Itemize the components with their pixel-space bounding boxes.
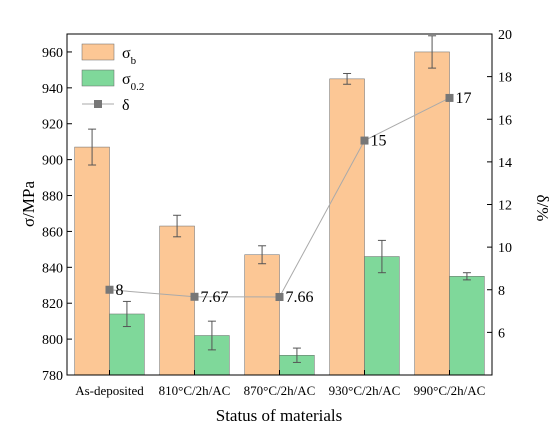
- y-tick-label-880: 880: [42, 190, 63, 205]
- bar-b-3: [329, 78, 365, 376]
- y-tick-label-960: 960: [42, 46, 63, 61]
- legend-label-b: σb: [122, 45, 137, 67]
- bar-b-2: [244, 254, 280, 376]
- bar-0.2-3: [364, 256, 400, 376]
- delta-point-3: [360, 136, 369, 145]
- bar-0.2-4: [449, 276, 485, 376]
- y2-tick-label-20: 20: [498, 28, 512, 43]
- legend-marker-delta: [94, 100, 102, 108]
- y-tick-label-820: 820: [42, 297, 63, 312]
- delta-point-2: [275, 292, 284, 301]
- delta-data-label-4: 17: [456, 90, 472, 107]
- bars-layer: [74, 35, 485, 376]
- bar-b-0: [74, 146, 110, 376]
- y-tick-label-940: 940: [42, 82, 63, 97]
- y-axis-right: 6 8 10 12 14 16 18 20: [487, 28, 512, 341]
- legend-label-0.2: σ0.2: [122, 71, 144, 93]
- y-tick-label-860: 860: [42, 225, 63, 240]
- delta-point-4: [445, 93, 454, 102]
- delta-point-1: [190, 292, 199, 301]
- delta-point-0: [105, 285, 114, 294]
- x-tick-label-2: 870°C/2h/AC: [244, 383, 316, 398]
- x-tick-label-0: As-deposited: [75, 383, 144, 398]
- legend-swatch-0.2: [81, 69, 115, 87]
- delta-data-label-1: 7.67: [201, 289, 229, 306]
- y2-tick-label-6: 6: [498, 326, 505, 341]
- delta-data-label-2: 7.66: [286, 289, 314, 306]
- legend: σb σ0.2 δ: [81, 43, 144, 114]
- legend-label-delta: δ: [122, 97, 130, 114]
- y-axis-label: σ/MPa: [19, 181, 38, 227]
- y-tick-label-780: 780: [42, 369, 63, 384]
- y2-tick-label-8: 8: [498, 284, 505, 299]
- y-tick-label-920: 920: [42, 118, 63, 133]
- x-axis: As-deposited 810°C/2h/AC 870°C/2h/AC 930°C/…: [75, 370, 485, 398]
- legend-swatch-b: [81, 43, 115, 61]
- line-layer: 8 7.67 7.66 15 17: [105, 90, 472, 306]
- x-tick-label-3: 930°C/2h/AC: [329, 383, 401, 398]
- y2-tick-label-18: 18: [498, 71, 512, 86]
- delta-data-label-3: 15: [371, 133, 387, 150]
- y-tick-label-900: 900: [42, 154, 63, 169]
- delta-data-label-0: 8: [116, 282, 124, 299]
- x-tick-label-1: 810°C/2h/AC: [159, 383, 231, 398]
- y2-tick-label-16: 16: [498, 113, 512, 128]
- x-axis-label: Status of materials: [216, 406, 343, 425]
- bar-b-4: [414, 51, 450, 376]
- y2-tick-label-10: 10: [498, 241, 512, 256]
- bar-b-1: [159, 225, 195, 376]
- y-tick-label-800: 800: [42, 333, 63, 348]
- y2-tick-label-12: 12: [498, 199, 512, 214]
- y-tick-label-840: 840: [42, 261, 63, 276]
- y-axis-left: 780 800 820 840 860 880 900 920 940 960: [42, 46, 72, 384]
- x-tick-label-4: 990°C/2h/AC: [414, 383, 486, 398]
- y2-tick-label-14: 14: [498, 156, 512, 171]
- y2-axis-label: δ/%: [533, 195, 550, 222]
